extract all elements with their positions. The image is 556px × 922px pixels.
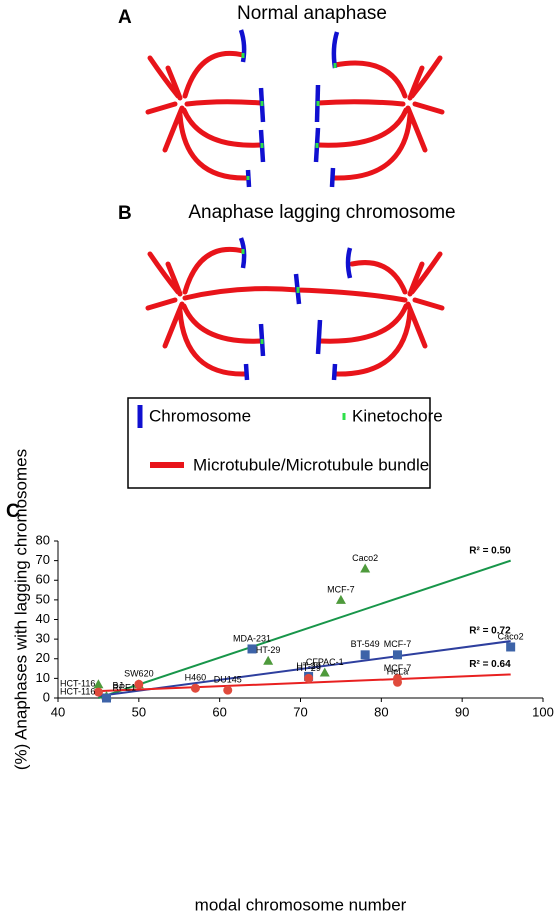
data-point (134, 679, 144, 689)
x-axis-label: modal chromosome number (195, 895, 407, 914)
x-tick-label: 60 (212, 704, 226, 719)
data-point (93, 687, 103, 697)
panel-title: Normal anaphase (237, 3, 387, 24)
data-point (393, 650, 402, 660)
x-tick-label: 50 (132, 704, 146, 719)
half-spindle (145, 237, 266, 381)
half-spindle (145, 29, 266, 188)
point-label: SW620 (124, 669, 154, 679)
x-tick-label: 40 (51, 704, 65, 719)
data-point (304, 673, 314, 683)
y-tick-label: 70 (36, 552, 50, 567)
half-spindle (313, 31, 445, 188)
y-tick-label: 80 (36, 532, 50, 547)
x-tick-label: 70 (293, 704, 307, 719)
data-point (393, 677, 402, 687)
point-label: HT-29 (296, 661, 321, 671)
x-tick-label: 80 (374, 704, 388, 719)
point-label: MCF-7 (327, 584, 355, 594)
data-point (335, 594, 346, 604)
point-label: DU145 (214, 675, 242, 685)
legend-text: Kinetochore (352, 406, 443, 425)
y-tick-label: 60 (36, 572, 50, 587)
point-label: HT-29 (256, 645, 281, 655)
data-point (102, 693, 111, 703)
point-label: RPE1 (113, 682, 137, 692)
x-tick-label: 90 (455, 704, 469, 719)
legend: Chromosome Kinetochore Microtubule/Micro… (127, 397, 443, 489)
legend-box (127, 397, 431, 489)
data-point (93, 679, 104, 689)
y-tick-label: 10 (36, 670, 50, 685)
x-tick-label: 100 (532, 704, 554, 719)
point-label: BT-549 (351, 639, 380, 649)
half-spindle (315, 247, 445, 381)
panel-label: C (6, 501, 20, 522)
diagram-normal (145, 29, 445, 188)
legend-text: Chromosome (149, 406, 251, 425)
y-tick-label: 50 (36, 591, 50, 606)
data-point (360, 563, 371, 573)
data-point (263, 655, 274, 665)
data-point (190, 683, 200, 693)
legend-text: Microtubule/Microtubule bundle (193, 455, 429, 474)
point-label: MCF-7 (384, 663, 412, 673)
panel-title: Anaphase lagging chromosome (188, 202, 455, 223)
data-point (506, 642, 516, 652)
y-tick-label: 30 (36, 631, 50, 646)
data-point (319, 667, 330, 677)
trend-line (98, 640, 511, 698)
trend-label: R² = 0.64 (469, 659, 511, 670)
trend-label: R² = 0.72 (469, 626, 511, 637)
data-point (223, 685, 233, 695)
data-point (360, 650, 370, 660)
point-label: HCT-116 (60, 686, 95, 696)
point-label: Caco2 (498, 631, 524, 641)
panel-label: B (118, 203, 132, 224)
y-tick-label: 20 (36, 650, 50, 665)
y-tick-label: 40 (36, 611, 50, 626)
chart: 0 10 20 30 40 50 60 70 80 40 50 60 70 80 90 100 modal ch… (11, 449, 553, 915)
y-axis-label: (%) Anaphases with lagging chromosomes (11, 449, 30, 770)
panel-label: A (118, 7, 132, 28)
point-label: CFPAC-1 (306, 657, 344, 667)
point-label: HT-29 (296, 663, 321, 673)
trend-label: R² = 0.50 (469, 545, 511, 556)
trend-line (98, 559, 511, 699)
point-label: HCT-116 (60, 679, 95, 689)
diagram-lagging (145, 237, 445, 381)
point-label: H460 (185, 673, 207, 683)
point-label: HeLa (387, 667, 409, 677)
point-label: BJ (113, 680, 124, 690)
point-label: MDA-231 (233, 633, 271, 643)
trend-line (98, 673, 511, 693)
point-label: Caco2 (352, 553, 378, 563)
y-tick-label: 0 (43, 689, 50, 704)
point-label: MCF-7 (384, 639, 412, 649)
data-point (247, 644, 257, 654)
